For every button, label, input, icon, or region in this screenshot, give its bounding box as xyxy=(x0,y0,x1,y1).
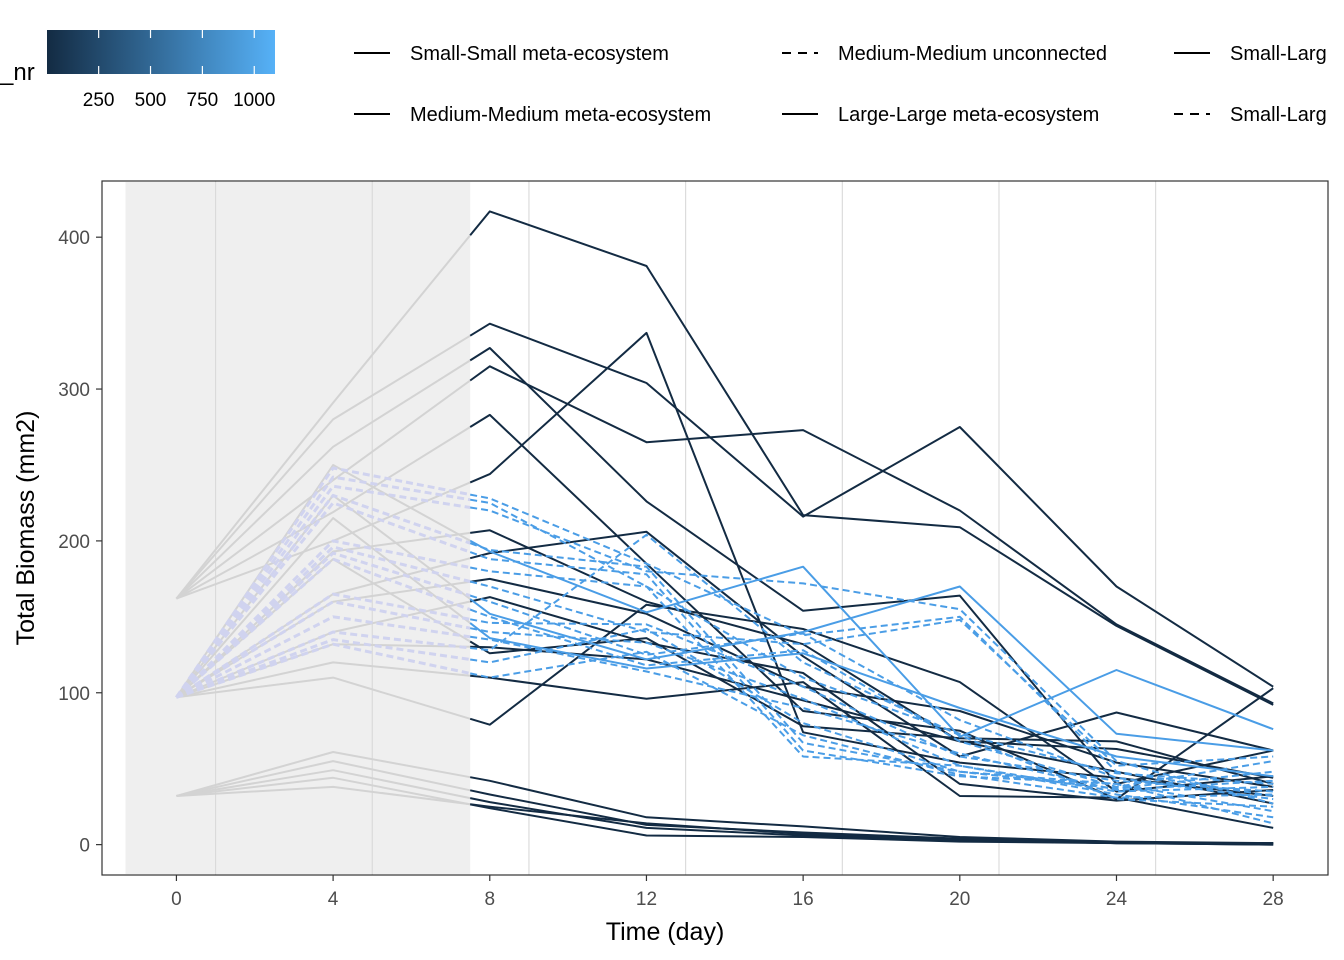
colorbar-bar xyxy=(47,30,275,74)
x-tick-label: 16 xyxy=(793,889,814,910)
y-tick-label: 100 xyxy=(58,684,90,705)
x-axis-title: Time (day) xyxy=(606,918,725,946)
series-line-pre xyxy=(175,501,471,699)
panel-border-rect xyxy=(101,180,1329,876)
series-line-pre xyxy=(175,493,471,699)
legend-label: Small-Small meta-ecosystem xyxy=(410,43,669,65)
series-line xyxy=(469,542,1274,790)
y-tick-label: 200 xyxy=(58,532,90,553)
series-line-pre xyxy=(175,600,471,699)
series-line-pre xyxy=(176,676,471,720)
panel-border xyxy=(101,180,1329,876)
series-line xyxy=(469,608,1274,788)
y-tick-label: 0 xyxy=(79,836,90,857)
series-line-pre xyxy=(175,334,471,600)
series-line-pre xyxy=(175,379,471,600)
y-tick-label: 400 xyxy=(58,228,90,249)
series-line-pre xyxy=(175,475,471,699)
series-line-pre xyxy=(175,642,471,699)
series-line xyxy=(469,603,1274,793)
series-line-pre xyxy=(175,234,471,600)
x-tick-label: 0 xyxy=(171,889,182,910)
series-line xyxy=(470,628,1274,825)
series-line-pre xyxy=(175,426,471,600)
series-line-pre xyxy=(175,630,471,699)
x-tick-label: 4 xyxy=(328,889,339,910)
series-line xyxy=(470,506,1274,805)
series-line-pre xyxy=(175,592,471,699)
colorbar-legend: 250 500 750 1000 _nr xyxy=(0,30,275,111)
series-line xyxy=(470,803,1274,845)
series-line xyxy=(469,413,1274,801)
series-line xyxy=(469,622,1274,778)
series-line xyxy=(469,530,1274,758)
series-line xyxy=(469,365,1274,705)
series-line xyxy=(469,596,1274,802)
series-line-pre xyxy=(176,769,471,800)
legend-label: Small-Larg xyxy=(1230,43,1327,65)
x-tick-label: 8 xyxy=(484,889,495,910)
legend-label: Large-Large meta-ecosystem xyxy=(838,104,1099,126)
series-line-pre xyxy=(176,661,471,699)
colorbar-tick-label: 1000 xyxy=(233,90,275,111)
series-line-pre xyxy=(175,539,471,699)
series-line xyxy=(470,529,1274,779)
series-line-pre xyxy=(175,466,471,699)
series-line xyxy=(469,585,1274,752)
colorbar-title: _nr xyxy=(0,59,35,86)
y-axis-title: Total Biomass (mm2) xyxy=(12,411,40,646)
pre-period-shading xyxy=(125,182,471,874)
series-line xyxy=(470,618,1274,793)
series-line xyxy=(469,650,1274,799)
axes: 0 4 8 12 16 20 24 28 0 100 200 300 400 Time (day) Tota… xyxy=(12,228,1284,946)
series-line xyxy=(470,776,1274,845)
series-line xyxy=(470,493,1274,797)
x-tick-label: 20 xyxy=(949,889,970,910)
series-line-pre xyxy=(176,776,471,806)
legend-label: Medium-Medium meta-ecosystem xyxy=(410,104,711,126)
series-line-pre xyxy=(175,359,471,600)
colorbar-tick-label: 750 xyxy=(187,90,219,111)
x-tick-label: 24 xyxy=(1106,889,1128,910)
series-line xyxy=(469,594,1274,801)
series-line xyxy=(469,210,1274,706)
series-line xyxy=(469,322,1274,688)
series-line xyxy=(469,331,1274,797)
series-line-pre xyxy=(175,517,471,698)
series-line-pre xyxy=(175,557,471,699)
legend-label: Small-Larg xyxy=(1230,104,1327,126)
series-line xyxy=(469,539,1274,738)
x-tick-label: 12 xyxy=(636,889,657,910)
legend-label: Medium-Medium unconnected xyxy=(838,43,1107,65)
series-line-pre xyxy=(175,484,471,699)
y-tick-label: 300 xyxy=(58,380,90,401)
colorbar-tick-label: 500 xyxy=(135,90,167,111)
series-line-pre xyxy=(176,785,471,806)
x-tick-label: 28 xyxy=(1263,889,1284,910)
series-line-pre xyxy=(175,615,471,699)
shaded-region xyxy=(125,182,471,874)
legend: Small-Small meta-ecosystem Medium-Medium … xyxy=(354,43,1327,126)
series-line xyxy=(470,498,1274,785)
series-line-pre xyxy=(176,760,471,797)
series-line-pre xyxy=(176,751,471,797)
colorbar-tick-label: 250 xyxy=(83,90,115,111)
grid-lines xyxy=(215,181,1157,875)
series-lines xyxy=(175,210,1274,846)
series-line xyxy=(470,566,1274,793)
series-line xyxy=(470,627,1274,819)
series-line xyxy=(470,635,1274,791)
series-line xyxy=(469,637,1274,785)
